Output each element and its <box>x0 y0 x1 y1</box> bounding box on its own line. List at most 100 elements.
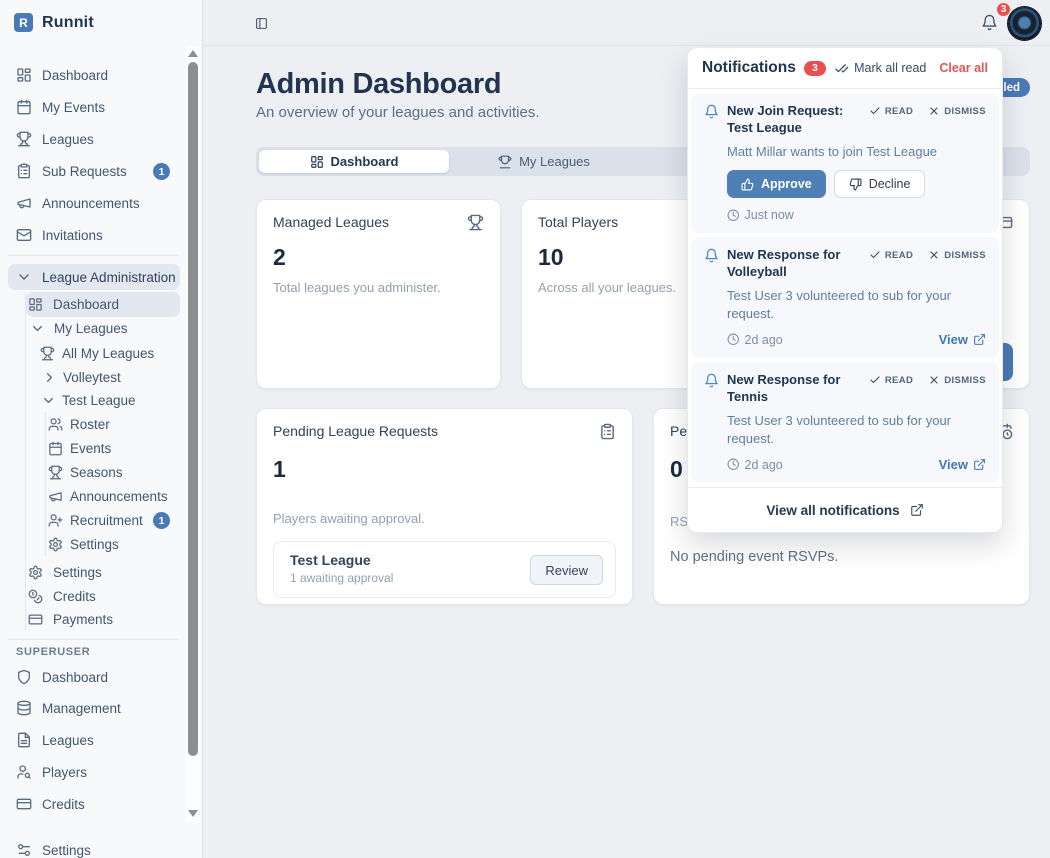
read-button[interactable]: READ <box>869 105 913 117</box>
superuser-section-label: SUPERUSER <box>16 646 91 658</box>
notification-time: Just now <box>727 208 794 222</box>
sidebar-item-su-management[interactable]: Management <box>16 696 121 720</box>
scroll-up-arrow[interactable] <box>188 50 198 57</box>
approve-button[interactable]: Approve <box>727 170 826 199</box>
sidebar-item-test-league-settings[interactable]: Settings <box>48 532 119 556</box>
dismiss-button[interactable]: DISMISS <box>928 105 986 117</box>
sidebar-item-my-leagues-group[interactable]: My Leagues <box>30 316 128 340</box>
clock-icon <box>727 333 740 346</box>
sidebar-group-league-administration[interactable]: League Administration <box>16 265 176 289</box>
external-link-icon <box>973 458 986 471</box>
clipboard-icon <box>16 163 32 179</box>
sidebar-item-roster[interactable]: Roster <box>48 412 110 436</box>
sidebar-item-la-settings[interactable]: Settings <box>28 560 102 584</box>
external-link-icon <box>973 333 986 346</box>
sidebar-item-recruitment[interactable]: Recruitment <box>48 508 143 532</box>
tree-guide-line <box>25 292 26 630</box>
sub-requests-badge: 1 <box>153 163 170 180</box>
decline-button[interactable]: Decline <box>833 170 926 199</box>
brand-logo-icon: R <box>14 13 33 32</box>
review-button[interactable]: Review <box>530 555 603 585</box>
sidebar-divider <box>8 255 178 256</box>
trophy-icon <box>48 465 63 480</box>
sidebar-item-sub-requests[interactable]: Sub Requests <box>16 159 127 183</box>
brand[interactable]: R Runnit <box>14 13 94 32</box>
league-sub: 1 awaiting approval <box>290 571 394 585</box>
notification-item: New Response for Tennis READ DISMISS Tes… <box>691 362 999 484</box>
sidebar-item-invitations[interactable]: Invitations <box>16 223 103 247</box>
dismiss-button[interactable]: DISMISS <box>928 249 986 261</box>
clock-icon <box>727 209 740 222</box>
read-button[interactable]: READ <box>869 249 913 261</box>
external-link-icon <box>910 503 924 517</box>
notifications-list: New Join Request: Test League READ DISMI… <box>688 89 1002 484</box>
tab-my-leagues[interactable]: My Leagues <box>449 150 639 173</box>
avatar[interactable] <box>1008 7 1041 40</box>
notification-time: 2d ago <box>727 458 783 472</box>
view-link[interactable]: View <box>939 457 986 472</box>
sidebar-item-su-players[interactable]: Players <box>16 760 87 784</box>
view-link[interactable]: View <box>939 332 986 347</box>
mark-all-read-button[interactable]: Mark all read <box>834 61 926 76</box>
page-title: Admin Dashboard <box>256 68 502 100</box>
notifications-count-badge: 3 <box>803 60 826 76</box>
sidebar-item-su-dashboard[interactable]: Dashboard <box>16 665 108 689</box>
shield-icon <box>16 669 32 685</box>
sidebar-scrollbar-thumb[interactable] <box>188 62 198 756</box>
managed-leagues-card: Managed Leagues 2 Total leagues you admi… <box>256 199 501 389</box>
database-icon <box>16 700 32 716</box>
bell-icon[interactable] <box>981 14 998 31</box>
pending-league-requests-card: Pending League Requests 1 Players awaiti… <box>256 408 633 605</box>
read-button[interactable]: READ <box>869 374 913 386</box>
check-icon <box>869 105 881 117</box>
notifications-header: Notifications 3 Mark all read Clear all <box>688 48 1002 89</box>
trophy-icon <box>498 155 512 169</box>
notification-body: Test User 3 volunteered to sub for your … <box>727 288 952 321</box>
pending-request-row: Test League 1 awaiting approval Review <box>273 541 616 598</box>
view-all-notifications-button[interactable]: View all notifications <box>688 487 1002 532</box>
sidebar-item-announcements[interactable]: Announcements <box>16 191 140 215</box>
coins-icon <box>28 589 43 604</box>
stat-value: 1 <box>273 456 286 482</box>
megaphone-icon <box>16 195 32 211</box>
sidebar-item-dashboard[interactable]: Dashboard <box>16 63 108 87</box>
sidebar-item-la-dashboard[interactable]: Dashboard <box>28 292 119 316</box>
thumbs-up-icon <box>741 178 754 191</box>
clear-all-button[interactable]: Clear all <box>939 61 988 75</box>
chevron-right-icon <box>42 370 57 385</box>
sidebar-item-all-my-leagues[interactable]: All My Leagues <box>40 341 154 365</box>
sidebar-item-test-league-group[interactable]: Test League <box>41 388 136 412</box>
dismiss-button[interactable]: DISMISS <box>928 374 986 386</box>
sidebar-item-leagues[interactable]: Leagues <box>16 127 94 151</box>
notification-body: Test User 3 volunteered to sub for your … <box>727 412 952 446</box>
notification-item: New Response for Volleyball READ DISMISS… <box>691 237 999 359</box>
sidebar-toggle-icon[interactable] <box>255 17 268 30</box>
user-search-icon <box>16 764 32 780</box>
card-title: Pending League Requests <box>273 423 439 439</box>
sidebar-item-my-events[interactable]: My Events <box>16 95 105 119</box>
sidebar-item-la-announcements[interactable]: Announcements <box>48 484 168 508</box>
scroll-down-arrow[interactable] <box>188 810 198 817</box>
credit-card-icon <box>28 612 43 627</box>
stat-value: 10 <box>538 244 564 270</box>
league-name: Test League <box>290 552 371 568</box>
sidebar-item-volleytest[interactable]: Volleytest <box>42 365 121 389</box>
sidebar-item-events[interactable]: Events <box>48 436 111 460</box>
gear-icon <box>28 565 43 580</box>
tab-dashboard[interactable]: Dashboard <box>259 150 449 173</box>
topbar: 3 <box>204 0 1050 46</box>
sidebar-item-su-settings[interactable]: Settings <box>16 838 91 858</box>
calendar-icon <box>16 99 32 115</box>
notification-title: New Join Request: Test League <box>727 103 844 135</box>
trophy-icon <box>467 214 484 231</box>
chevron-down-icon <box>30 321 45 336</box>
notification-title: New Response for Volleyball <box>727 247 841 280</box>
recruitment-badge: 1 <box>153 512 170 529</box>
sidebar-item-seasons[interactable]: Seasons <box>48 460 123 484</box>
tree-dashboard-highlight <box>26 292 180 317</box>
sidebar-item-la-payments[interactable]: Payments <box>28 607 113 631</box>
sidebar-item-la-credits[interactable]: Credits <box>28 584 96 608</box>
sidebar-item-su-credits[interactable]: Credits <box>16 792 85 816</box>
sidebar-item-su-leagues[interactable]: Leagues <box>16 728 94 752</box>
empty-state-text: No pending event RSVPs. <box>670 549 839 565</box>
